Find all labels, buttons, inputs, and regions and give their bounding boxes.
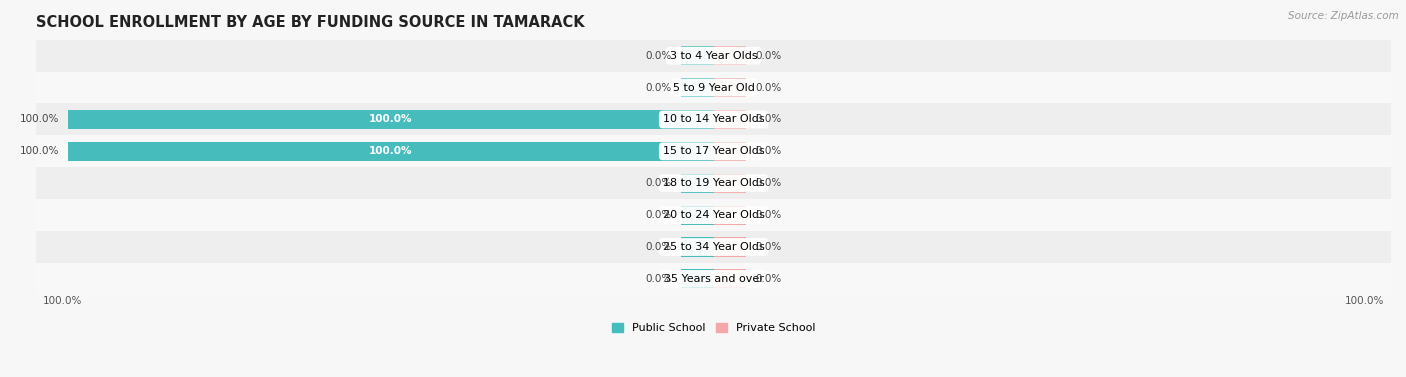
Text: 18 to 19 Year Olds: 18 to 19 Year Olds	[662, 178, 765, 188]
Text: 0.0%: 0.0%	[755, 210, 782, 220]
Bar	[682, 46, 714, 65]
Bar	[37, 40, 1391, 72]
Bar	[714, 205, 745, 225]
Bar	[714, 110, 745, 129]
Bar	[37, 104, 1391, 135]
Bar	[714, 46, 745, 65]
Text: 100.0%: 100.0%	[370, 146, 413, 156]
Bar	[714, 142, 745, 161]
Bar	[714, 238, 745, 257]
Bar	[714, 78, 745, 97]
Text: 0.0%: 0.0%	[645, 83, 672, 92]
Text: 0.0%: 0.0%	[755, 242, 782, 252]
Bar	[37, 72, 1391, 104]
Text: 0.0%: 0.0%	[755, 115, 782, 124]
Text: 10 to 14 Year Olds: 10 to 14 Year Olds	[662, 115, 765, 124]
Text: 0.0%: 0.0%	[755, 51, 782, 61]
Text: SCHOOL ENROLLMENT BY AGE BY FUNDING SOURCE IN TAMARACK: SCHOOL ENROLLMENT BY AGE BY FUNDING SOUR…	[37, 15, 585, 30]
Bar	[682, 174, 714, 193]
Bar	[37, 199, 1391, 231]
Text: 0.0%: 0.0%	[645, 178, 672, 188]
Text: 3 to 4 Year Olds: 3 to 4 Year Olds	[669, 51, 758, 61]
Bar	[37, 167, 1391, 199]
Bar	[69, 110, 714, 129]
Text: 100.0%: 100.0%	[370, 115, 413, 124]
Text: 25 to 34 Year Olds: 25 to 34 Year Olds	[662, 242, 765, 252]
Bar	[37, 135, 1391, 167]
Bar	[714, 174, 745, 193]
Text: 100.0%: 100.0%	[1346, 296, 1385, 307]
Text: 0.0%: 0.0%	[755, 83, 782, 92]
Bar	[37, 231, 1391, 263]
Text: 15 to 17 Year Olds: 15 to 17 Year Olds	[662, 146, 765, 156]
Text: 5 to 9 Year Old: 5 to 9 Year Old	[672, 83, 755, 92]
Text: 35 Years and over: 35 Years and over	[664, 274, 763, 284]
Text: 20 to 24 Year Olds: 20 to 24 Year Olds	[662, 210, 765, 220]
Text: 0.0%: 0.0%	[645, 242, 672, 252]
Text: 0.0%: 0.0%	[755, 274, 782, 284]
Text: 100.0%: 100.0%	[20, 146, 59, 156]
Bar	[682, 205, 714, 225]
Text: 0.0%: 0.0%	[755, 146, 782, 156]
Text: 0.0%: 0.0%	[645, 210, 672, 220]
Text: 0.0%: 0.0%	[645, 274, 672, 284]
Text: 100.0%: 100.0%	[42, 296, 82, 307]
Bar	[714, 269, 745, 288]
Bar	[37, 263, 1391, 295]
Text: 0.0%: 0.0%	[645, 51, 672, 61]
Text: Source: ZipAtlas.com: Source: ZipAtlas.com	[1288, 11, 1399, 21]
Bar	[682, 238, 714, 257]
Text: 0.0%: 0.0%	[755, 178, 782, 188]
Text: 100.0%: 100.0%	[20, 115, 59, 124]
Bar	[682, 78, 714, 97]
Legend: Public School, Private School: Public School, Private School	[607, 318, 820, 337]
Bar	[69, 142, 714, 161]
Bar	[682, 269, 714, 288]
